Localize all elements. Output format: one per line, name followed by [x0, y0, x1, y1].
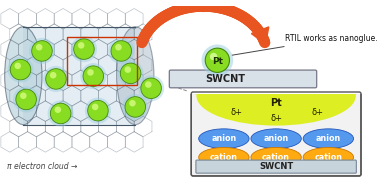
Circle shape	[129, 100, 136, 107]
Bar	[23, 27, 135, 125]
Text: Pt: Pt	[212, 57, 223, 66]
Circle shape	[124, 66, 131, 73]
Circle shape	[111, 41, 131, 61]
Circle shape	[202, 44, 233, 76]
Text: anion: anion	[316, 134, 341, 143]
Ellipse shape	[197, 66, 356, 126]
Text: RTIL works as nanoglue.: RTIL works as nanoglue.	[232, 34, 377, 55]
Text: δ+: δ+	[270, 114, 282, 123]
Circle shape	[210, 53, 217, 60]
Circle shape	[125, 97, 145, 117]
Circle shape	[55, 107, 61, 113]
Circle shape	[115, 44, 122, 50]
Ellipse shape	[303, 148, 354, 167]
FancyArrow shape	[252, 27, 269, 44]
Circle shape	[205, 48, 229, 72]
Text: anion: anion	[211, 134, 236, 143]
Circle shape	[32, 41, 52, 61]
Text: Pt: Pt	[270, 98, 282, 108]
Circle shape	[83, 66, 103, 86]
Ellipse shape	[199, 129, 249, 148]
Circle shape	[13, 86, 39, 113]
Circle shape	[80, 63, 106, 89]
Circle shape	[10, 59, 31, 80]
Circle shape	[74, 39, 94, 59]
Text: cation: cation	[314, 153, 342, 162]
Text: π electron cloud →: π electron cloud →	[7, 162, 78, 171]
Circle shape	[88, 100, 108, 121]
Text: cation: cation	[262, 153, 290, 162]
Text: SWCNT: SWCNT	[259, 162, 293, 171]
Circle shape	[85, 98, 111, 124]
Circle shape	[50, 103, 71, 124]
Ellipse shape	[251, 129, 301, 148]
Circle shape	[108, 38, 134, 64]
Text: δ+: δ+	[311, 108, 323, 117]
Circle shape	[48, 100, 74, 127]
Circle shape	[141, 78, 161, 98]
Text: SWCNT: SWCNT	[206, 74, 246, 84]
Bar	[188, 56, 364, 94]
FancyBboxPatch shape	[191, 92, 361, 176]
Ellipse shape	[117, 27, 154, 125]
Circle shape	[71, 36, 97, 62]
Circle shape	[16, 89, 36, 110]
Circle shape	[7, 56, 34, 83]
Text: δ+: δ+	[231, 108, 243, 117]
Circle shape	[117, 60, 144, 86]
Circle shape	[121, 63, 141, 84]
Text: cation: cation	[210, 153, 238, 162]
Circle shape	[50, 72, 57, 78]
Ellipse shape	[251, 148, 301, 167]
Ellipse shape	[199, 148, 249, 167]
Circle shape	[29, 38, 55, 64]
Circle shape	[138, 75, 164, 101]
Circle shape	[14, 63, 21, 69]
FancyBboxPatch shape	[169, 70, 317, 88]
Bar	[67, 37, 137, 86]
Circle shape	[78, 42, 84, 49]
Circle shape	[87, 69, 94, 76]
Circle shape	[92, 104, 98, 110]
Ellipse shape	[5, 27, 42, 125]
FancyBboxPatch shape	[196, 160, 356, 173]
Circle shape	[43, 66, 69, 92]
Circle shape	[145, 81, 152, 88]
Circle shape	[36, 44, 43, 50]
Text: anion: anion	[264, 134, 289, 143]
Ellipse shape	[303, 129, 354, 148]
Circle shape	[122, 94, 148, 120]
Circle shape	[20, 93, 27, 99]
Circle shape	[46, 69, 66, 89]
